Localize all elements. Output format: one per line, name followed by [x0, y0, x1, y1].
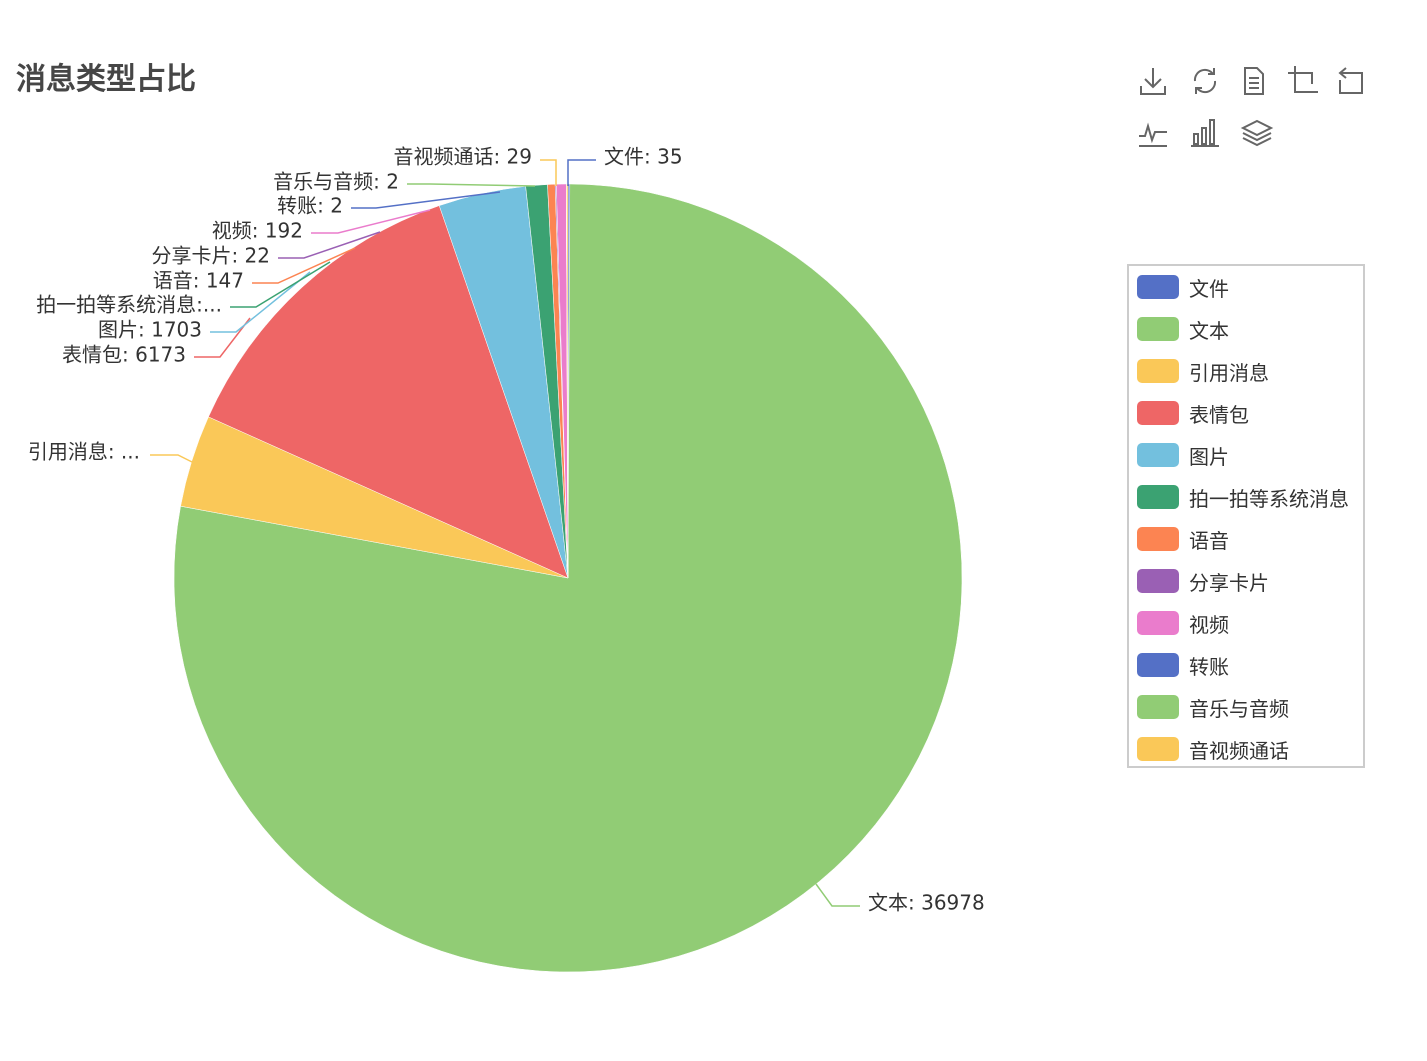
- legend-item-2[interactable]: 文本: [1137, 314, 1229, 344]
- legend-label: 转账: [1189, 654, 1229, 679]
- legend-label: 视频: [1189, 612, 1229, 637]
- legend-item-5[interactable]: 图片: [1137, 440, 1229, 470]
- legend-swatch: [1137, 695, 1179, 719]
- legend-item-6[interactable]: 拍一拍等系统消息: [1137, 482, 1349, 512]
- legend-swatch: [1137, 653, 1179, 677]
- chart-title: 消息类型占比: [16, 62, 196, 97]
- slice-label-1: 文件: 35: [604, 145, 683, 169]
- slice-label-6: 拍一拍等系统消息:...: [36, 293, 222, 317]
- leader-line-1: [567, 159, 596, 186]
- leader-line-3: [150, 454, 193, 463]
- legend-label: 文件: [1189, 276, 1229, 301]
- legend-swatch: [1137, 485, 1179, 509]
- slice-label-12: 音视频通话: 29: [393, 145, 532, 169]
- legend-swatch: [1137, 611, 1179, 635]
- legend-item-4[interactable]: 表情包: [1137, 398, 1249, 428]
- leader-line-2: [815, 883, 860, 907]
- legend-label: 分享卡片: [1189, 570, 1269, 595]
- leader-line-8: [278, 231, 381, 259]
- slice-label-10: 转账: 2: [277, 194, 343, 218]
- legend-item-10[interactable]: 转账: [1137, 650, 1229, 680]
- download-icon[interactable]: [1136, 64, 1170, 98]
- leader-line-5: [210, 271, 311, 333]
- slice-label-11: 音乐与音频: 2: [273, 170, 399, 194]
- legend-swatch: [1137, 359, 1179, 383]
- legend-swatch: [1137, 317, 1179, 341]
- legend: 文件文本引用消息表情包图片拍一拍等系统消息 语音分享卡片视频转账音乐与音频音视频通…: [1127, 264, 1365, 768]
- legend-item-12[interactable]: 音视频通话: [1137, 734, 1289, 764]
- line-chart-icon[interactable]: [1136, 116, 1170, 150]
- refresh-icon[interactable]: [1188, 64, 1222, 98]
- legend-swatch: [1137, 443, 1179, 467]
- legend-item-11[interactable]: 音乐与音频: [1137, 692, 1289, 722]
- legend-label: 表情包: [1189, 402, 1249, 427]
- leader-line-12: [540, 159, 557, 186]
- leader-line-10: [351, 191, 501, 209]
- legend-label: 语音: [1189, 528, 1229, 553]
- leader-line-9: [311, 209, 431, 234]
- leader-line-7: [252, 247, 356, 284]
- zoom-reset-icon[interactable]: [1334, 64, 1368, 98]
- legend-swatch: [1137, 737, 1179, 761]
- slice-label-8: 分享卡片: 22: [151, 244, 270, 268]
- slice-label-9: 视频: 192: [212, 219, 303, 243]
- legend-item-8[interactable]: 分享卡片: [1137, 566, 1269, 596]
- data-view-icon[interactable]: [1236, 64, 1270, 98]
- leader-line-6: [230, 261, 331, 308]
- pie-slice-4[interactable]: [208, 205, 569, 579]
- slice-label-3: 引用消息: ...: [28, 440, 140, 464]
- slice-label-2: 文本: 36978: [868, 891, 985, 915]
- legend-label: 文本: [1189, 318, 1229, 343]
- slice-label-7: 语音: 147: [153, 269, 244, 293]
- zoom-icon[interactable]: [1286, 64, 1320, 98]
- slice-label-4: 表情包: 6173: [62, 343, 186, 367]
- legend-item-9[interactable]: 视频: [1137, 608, 1229, 638]
- legend-item-3[interactable]: 引用消息: [1137, 356, 1269, 386]
- legend-swatch: [1137, 527, 1179, 551]
- legend-label: 图片: [1189, 444, 1229, 469]
- slice-label-5: 图片: 1703: [98, 318, 202, 342]
- legend-label: 引用消息: [1189, 360, 1269, 385]
- legend-label: 拍一拍等系统消息: [1189, 486, 1349, 511]
- legend-swatch: [1137, 401, 1179, 425]
- legend-label: 音乐与音频: [1189, 696, 1289, 721]
- bar-chart-icon[interactable]: [1188, 116, 1222, 150]
- legend-label: 音视频通话: [1189, 738, 1289, 763]
- legend-swatch: [1137, 569, 1179, 593]
- leader-line-11: [407, 183, 536, 187]
- legend-swatch: [1137, 275, 1179, 299]
- legend-item-1[interactable]: 文件: [1137, 272, 1229, 302]
- leader-line-4: [194, 317, 251, 358]
- stack-icon[interactable]: [1240, 116, 1274, 150]
- legend-item-7[interactable]: 语音: [1137, 524, 1229, 554]
